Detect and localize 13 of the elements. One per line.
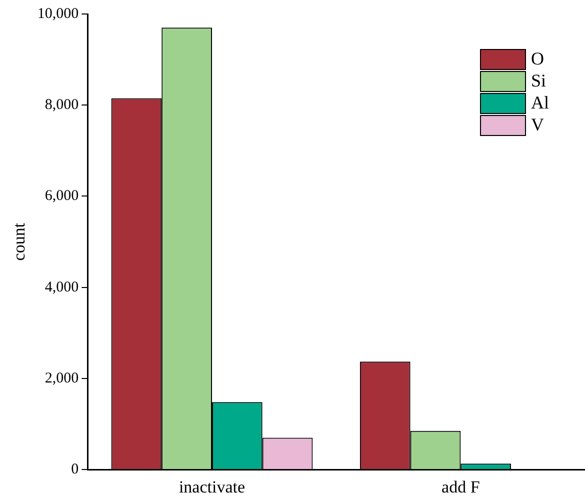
legend-label: V (531, 114, 544, 135)
y-tick-label: 0 (71, 462, 79, 478)
y-axis-title: count (10, 222, 29, 261)
y-tick-label: 10,000 (37, 6, 79, 22)
y-tick-label: 4,000 (44, 279, 79, 296)
legend-label: Al (531, 92, 549, 113)
x-tick-label: add F (442, 477, 480, 496)
y-tick-label: 6,000 (44, 188, 79, 204)
y-tick-label: 8,000 (44, 97, 79, 114)
legend-label: O (531, 48, 544, 69)
x-tick-label: inactivate (178, 477, 246, 496)
legend-label: Si (531, 70, 546, 91)
y-tick-label: 2,000 (44, 370, 79, 386)
